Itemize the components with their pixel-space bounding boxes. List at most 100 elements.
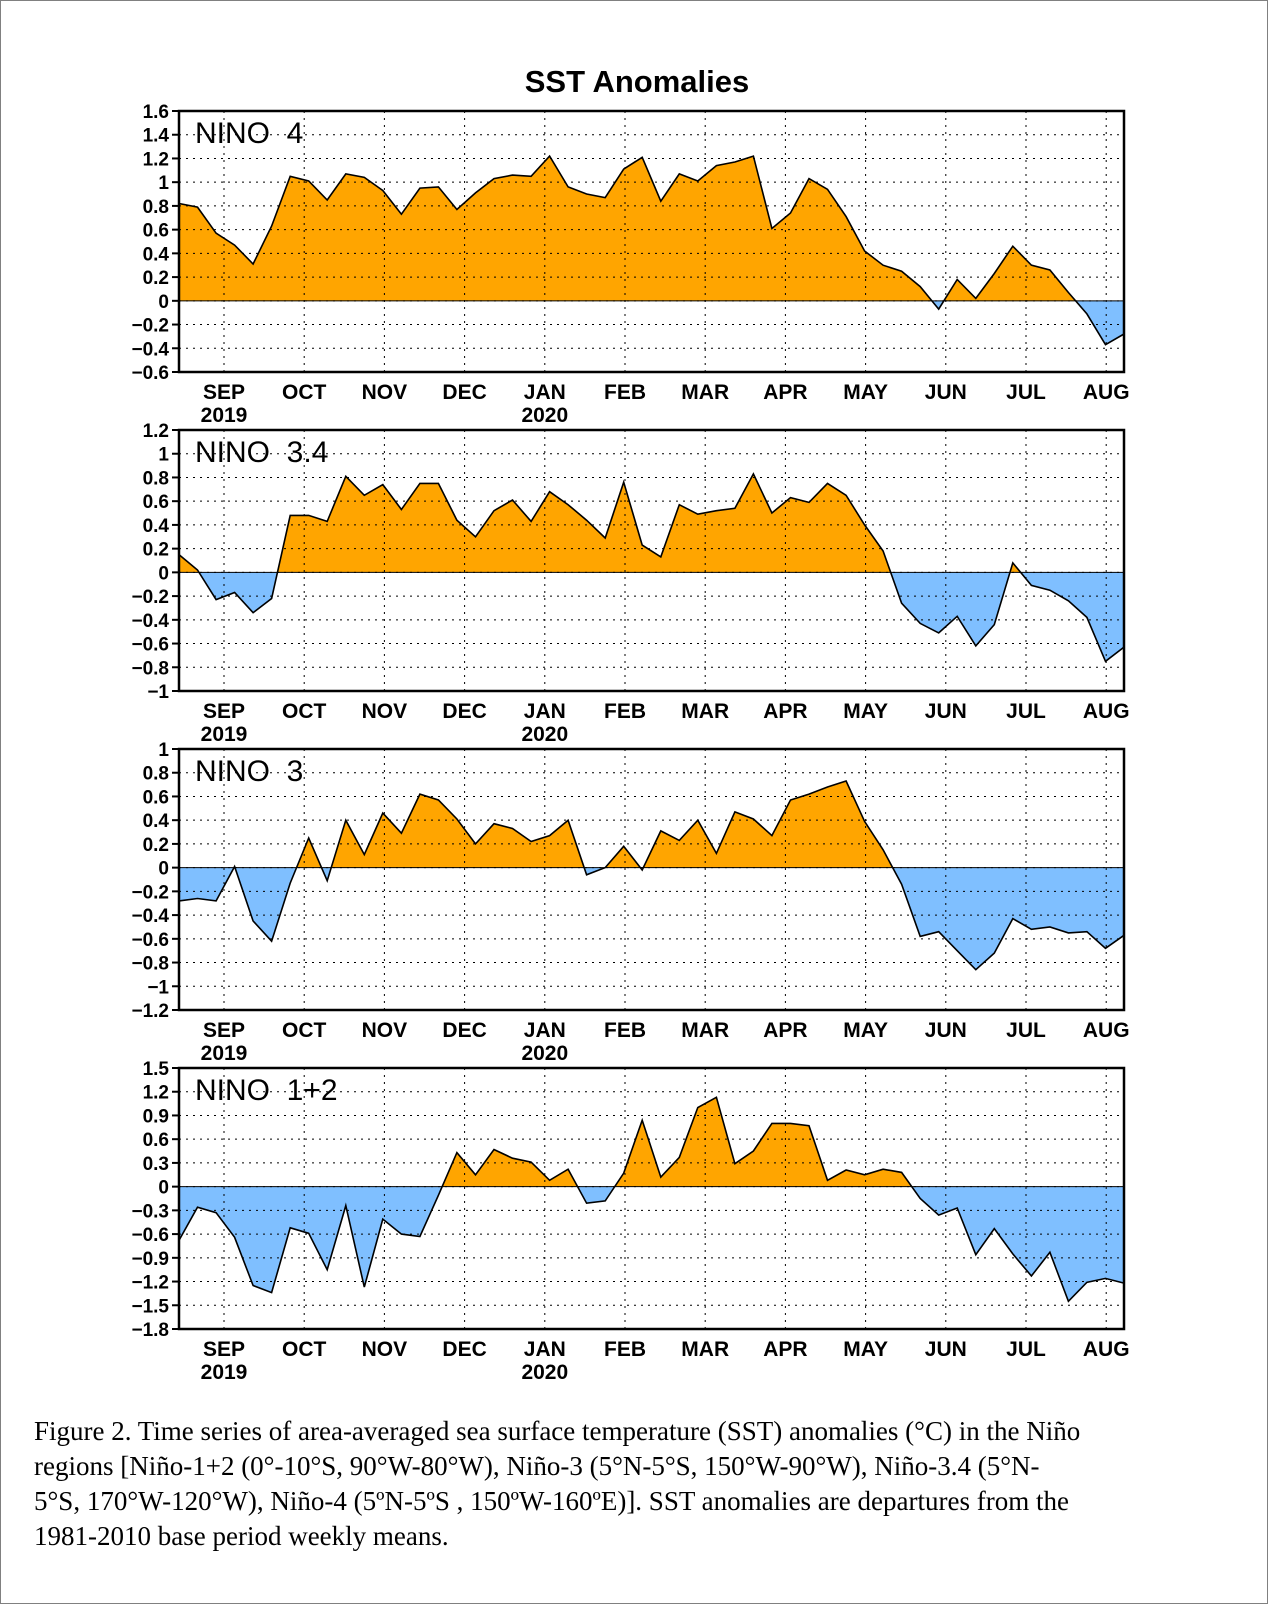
x-year-label: 2020 <box>521 1361 568 1384</box>
x-month-label: AUG <box>1083 700 1130 723</box>
x-month-label: JAN <box>524 1338 566 1361</box>
panel-label: NINO 4 <box>195 117 303 150</box>
anomaly-series-line <box>178 1096 1125 1303</box>
x-month-label: JUN <box>925 1338 967 1361</box>
y-tick-label: −1.5 <box>131 1296 169 1317</box>
y-tick-label: 0.9 <box>143 1106 169 1127</box>
negative-anomaly-area <box>931 300 1124 345</box>
y-tick-label: −0.3 <box>131 1201 169 1222</box>
x-year-label: 2020 <box>521 1042 568 1065</box>
anomaly-series-line <box>178 154 1125 346</box>
x-month-label: JUL <box>1006 1338 1046 1361</box>
y-tick-label: 1.2 <box>143 149 169 170</box>
x-month-label: SEP <box>203 1338 245 1361</box>
negative-anomaly-area <box>179 867 1124 970</box>
y-tick-label: −0.6 <box>131 363 169 384</box>
x-month-label: SEP <box>203 381 245 404</box>
y-tick-label: 0.6 <box>143 221 169 242</box>
panel-frame <box>177 1066 1126 1331</box>
y-tick-label: −1 <box>147 682 169 703</box>
x-year-label: 2019 <box>201 1361 248 1384</box>
chart-panel-2: −1 −0.8−0.6 −0.4 −0.2 00.2 0.4 0.6 0.81 1.2 NINO … <box>131 421 1129 746</box>
y-tick-label: −1.2 <box>131 1001 169 1022</box>
y-tick-label: −0.4 <box>131 339 169 360</box>
x-month-label: DEC <box>442 1019 486 1042</box>
x-month-label: FEB <box>604 381 646 404</box>
chart-panel-1: −0.6 −0.4−0.2 0 0.2 0.40.6 0.8 1 1.21.4 1.6 NINO … <box>131 102 1129 427</box>
negative-anomaly-area <box>179 572 1124 662</box>
x-month-label: FEB <box>604 1338 646 1361</box>
y-tick-label: 0 <box>158 859 169 880</box>
x-month-label: JAN <box>524 1019 566 1042</box>
y-tick-label: −0.8 <box>131 658 169 679</box>
y-tick-label: −1.2 <box>131 1273 169 1294</box>
x-month-label: JUN <box>925 381 967 404</box>
positive-anomaly-area <box>442 1097 912 1187</box>
x-month-label: MAY <box>843 700 888 723</box>
x-month-label: SEP <box>203 700 245 723</box>
x-month-label: MAY <box>843 1338 888 1361</box>
y-tick-label: −0.6 <box>131 930 169 951</box>
y-tick-label: −0.4 <box>131 611 169 632</box>
y-tick-label: 0.6 <box>143 787 169 808</box>
y-tick-label: −0.2 <box>131 316 169 337</box>
x-month-label: NOV <box>362 700 408 723</box>
y-tick-label: −0.2 <box>131 587 169 608</box>
x-month-label: DEC <box>442 1338 486 1361</box>
x-month-label: DEC <box>442 381 486 404</box>
y-tick-label: −0.6 <box>131 1225 169 1246</box>
y-tick-label: −0.4 <box>131 906 169 927</box>
figure-caption: Figure 2. Time series of area-averaged s… <box>34 1416 1081 1551</box>
y-tick-label: 1 <box>158 173 169 194</box>
positive-anomaly-area <box>179 781 1124 868</box>
chart-panel-4: −1.8 −1.5−1.2 −0.9 −0.6 −0.30 0.3 0.6 0.91.2 1.5… <box>131 1059 1129 1384</box>
y-tick-label: 1.2 <box>143 421 169 442</box>
x-month-label: MAR <box>681 1338 729 1361</box>
y-tick-label: 0.4 <box>143 516 170 537</box>
x-year-label: 2019 <box>201 404 248 427</box>
panel-label: NINO 3.4 <box>195 436 328 469</box>
x-year-label: 2020 <box>521 404 568 427</box>
x-month-label: MAY <box>843 381 888 404</box>
y-tick-label: −0.2 <box>131 882 169 903</box>
y-tick-label: 1.5 <box>143 1059 170 1080</box>
y-tick-label: 1.4 <box>143 126 170 147</box>
y-tick-label: −1 <box>147 977 169 998</box>
panel-label: NINO 1+2 <box>195 1074 338 1107</box>
y-tick-label: 0.8 <box>143 197 169 218</box>
y-tick-label: −0.6 <box>131 635 169 656</box>
y-tick-label: 1.6 <box>143 102 169 123</box>
x-month-label: SEP <box>203 1019 245 1042</box>
y-tick-label: 0.3 <box>143 1154 169 1175</box>
y-tick-label: 0.2 <box>143 268 169 289</box>
y-tick-label: 1 <box>158 445 169 466</box>
y-tick-label: 0 <box>158 1178 169 1199</box>
positive-anomaly-area <box>179 156 1124 301</box>
panel-label: NINO 3 <box>195 755 303 788</box>
x-month-label: OCT <box>282 1338 327 1361</box>
negative-anomaly-area <box>179 1186 1124 1302</box>
x-month-label: JUL <box>1006 700 1046 723</box>
x-month-label: NOV <box>362 381 408 404</box>
y-tick-label: 0.6 <box>143 492 169 513</box>
x-month-label: JAN <box>524 381 566 404</box>
y-tick-label: 1 <box>158 740 169 761</box>
y-tick-label: 0 <box>158 292 169 313</box>
y-tick-label: 0.2 <box>143 835 169 856</box>
y-tick-label: 0.2 <box>143 540 169 561</box>
x-month-label: APR <box>763 1019 807 1042</box>
y-tick-label: 0.8 <box>143 764 169 785</box>
x-month-label: FEB <box>604 1019 646 1042</box>
x-month-label: NOV <box>362 1338 408 1361</box>
y-tick-label: −0.9 <box>131 1249 169 1270</box>
x-month-label: AUG <box>1083 1019 1130 1042</box>
y-tick-label: 1.2 <box>143 1083 169 1104</box>
x-month-label: AUG <box>1083 381 1130 404</box>
positive-anomaly-area <box>179 473 1021 573</box>
x-month-label: JUL <box>1006 1019 1046 1042</box>
x-month-label: OCT <box>282 381 327 404</box>
x-month-label: APR <box>763 1338 807 1361</box>
anomaly-series-line <box>178 780 1125 971</box>
x-month-label: JAN <box>524 700 566 723</box>
